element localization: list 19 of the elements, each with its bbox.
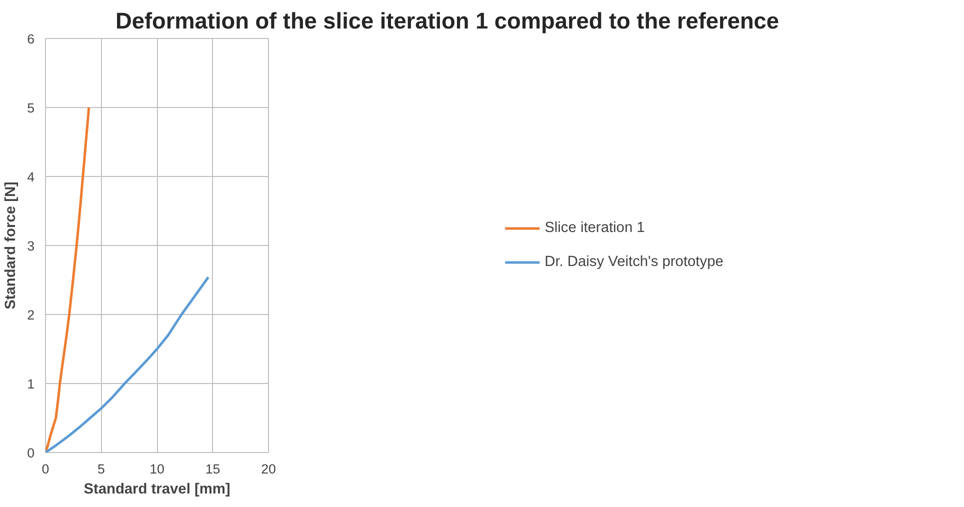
x-tick-label: 10 (150, 462, 164, 476)
y-tick-label: 5 (27, 100, 35, 116)
x-axis-title: Standard travel [mm] (84, 482, 230, 498)
x-tick-label: 15 (205, 462, 220, 476)
legend-label: Slice iteration 1 (544, 220, 645, 236)
text: Deformation of the slice iteration 1 compared to the reference (116, 8, 779, 34)
legend-label: Dr. Daisy Veitch's prototype (544, 254, 724, 270)
y-tick-label: 1 (27, 376, 35, 392)
y-tick-label: 4 (27, 170, 36, 184)
y-tick-label: 0 (27, 446, 35, 460)
x-tick-label: 0 (42, 462, 50, 476)
line-series (46, 276, 210, 452)
y-tick-label: 3 (27, 238, 35, 254)
x-tick-label: 5 (98, 462, 105, 476)
line-series (46, 106, 90, 452)
y-tick-label: 2 (27, 308, 35, 322)
y-axis-title: Standard force [N] (3, 181, 20, 310)
x-tick-label: 20 (261, 462, 276, 476)
y-tick-label: 6 (27, 32, 35, 46)
